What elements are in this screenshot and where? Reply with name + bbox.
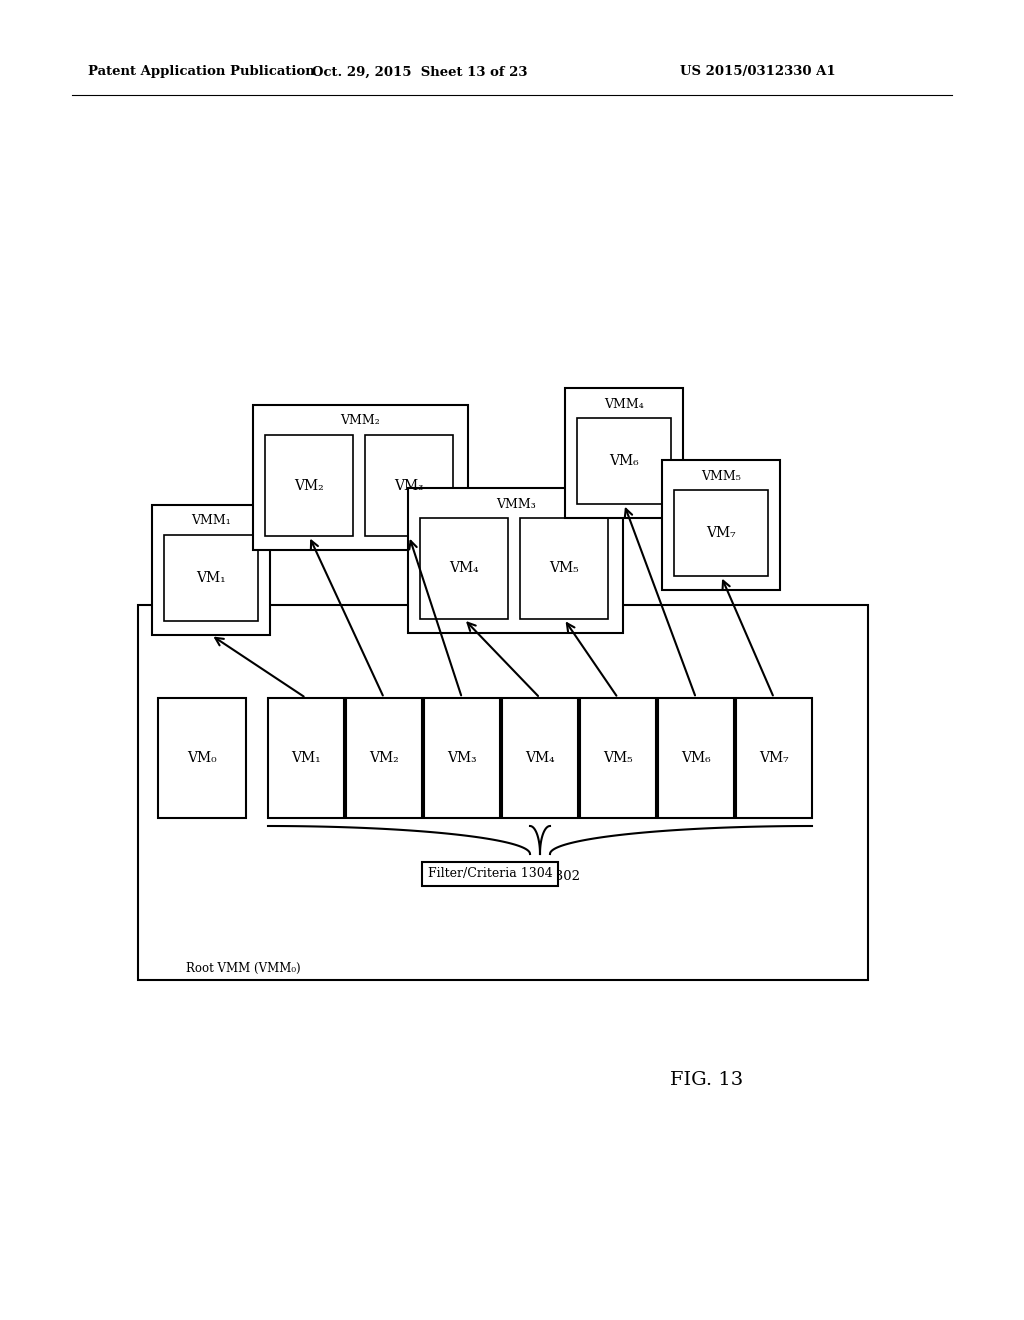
Text: Buffer 1302: Buffer 1302	[500, 870, 580, 883]
Bar	[674, 490, 768, 576]
Text: Root VMM (VMM₀): Root VMM (VMM₀)	[185, 961, 300, 974]
Bar	[346, 698, 422, 818]
Text: Patent Application Publication: Patent Application Publication	[88, 66, 314, 78]
Bar	[253, 405, 468, 550]
Bar	[152, 506, 270, 635]
Text: VM₇: VM₇	[759, 751, 788, 766]
Bar	[565, 388, 683, 517]
Bar	[520, 517, 608, 619]
Text: VM₃: VM₃	[447, 751, 477, 766]
Text: VM₁: VM₁	[291, 751, 321, 766]
Text: VMM₁: VMM₁	[191, 515, 230, 528]
Text: VM₂: VM₂	[369, 751, 399, 766]
Text: VM₅: VM₅	[603, 751, 633, 766]
Bar	[408, 488, 623, 634]
Bar	[736, 698, 812, 818]
Bar	[658, 698, 734, 818]
Text: VM₅: VM₅	[549, 561, 579, 576]
Text: VM₃: VM₃	[394, 479, 424, 492]
Bar	[164, 535, 258, 620]
Text: VM₂: VM₂	[294, 479, 324, 492]
Bar	[420, 517, 508, 619]
Bar	[424, 698, 500, 818]
Bar	[662, 459, 780, 590]
Text: VM₆: VM₆	[609, 454, 639, 469]
Text: VM₇: VM₇	[707, 525, 736, 540]
Text: VMM₃: VMM₃	[496, 498, 536, 511]
Text: VM₁: VM₁	[197, 572, 226, 585]
Text: VM₀: VM₀	[187, 751, 217, 766]
Text: VMM₄: VMM₄	[604, 397, 644, 411]
Bar	[580, 698, 656, 818]
Bar	[158, 698, 246, 818]
Text: US 2015/0312330 A1: US 2015/0312330 A1	[680, 66, 836, 78]
Bar	[138, 605, 868, 979]
Bar	[265, 436, 353, 536]
Bar	[577, 418, 671, 504]
Text: VMM₂: VMM₂	[341, 414, 380, 428]
Text: Filter/Criteria 1304: Filter/Criteria 1304	[428, 867, 552, 880]
Bar	[365, 436, 453, 536]
Bar	[502, 698, 578, 818]
Text: Oct. 29, 2015  Sheet 13 of 23: Oct. 29, 2015 Sheet 13 of 23	[312, 66, 527, 78]
Text: FIG. 13: FIG. 13	[670, 1071, 743, 1089]
Text: VM₄: VM₄	[525, 751, 555, 766]
Bar	[268, 698, 344, 818]
Text: VM₄: VM₄	[450, 561, 479, 576]
Text: VMM₅: VMM₅	[701, 470, 741, 483]
Text: VM₆: VM₆	[681, 751, 711, 766]
